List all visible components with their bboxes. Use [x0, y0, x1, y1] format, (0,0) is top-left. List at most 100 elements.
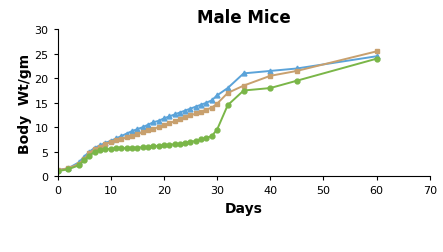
- †† Control: [294, 68, 299, 71]
- †† Control: [193, 106, 198, 109]
- Line: †† Control: †† Control: [55, 55, 379, 173]
- † ho: [119, 138, 124, 141]
- hoho: [82, 159, 87, 162]
- hoho: [151, 145, 156, 148]
- †† Control: [87, 150, 92, 153]
- hoho: [103, 148, 108, 151]
- Y-axis label: Body  Wt/gm: Body Wt/gm: [18, 53, 31, 153]
- † ho: [151, 128, 156, 131]
- †† Control: [124, 133, 129, 136]
- †† Control: [177, 112, 183, 115]
- hoho: [177, 143, 183, 146]
- hoho: [188, 141, 193, 144]
- †† Control: [156, 120, 161, 123]
- Line: † ho: † ho: [55, 50, 379, 173]
- †† Control: [113, 137, 119, 140]
- †† Control: [214, 94, 220, 98]
- †† Control: [129, 130, 135, 133]
- † ho: [209, 107, 214, 110]
- †† Control: [119, 135, 124, 138]
- †† Control: [161, 117, 167, 120]
- †† Control: [92, 147, 97, 150]
- †† Control: [108, 140, 113, 143]
- hoho: [172, 143, 177, 146]
- †† Control: [167, 115, 172, 118]
- hoho: [294, 80, 299, 83]
- Line: hoho: hoho: [55, 57, 379, 174]
- hoho: [241, 90, 246, 93]
- † ho: [225, 92, 230, 95]
- † ho: [241, 85, 246, 88]
- †† Control: [103, 142, 108, 145]
- hoho: [140, 146, 145, 149]
- hoho: [183, 142, 188, 145]
- † ho: [294, 70, 299, 73]
- †† Control: [145, 124, 151, 127]
- † ho: [82, 158, 87, 161]
- hoho: [108, 148, 113, 151]
- † ho: [156, 126, 161, 129]
- †† Control: [135, 128, 140, 131]
- hoho: [214, 129, 220, 132]
- † ho: [129, 135, 135, 138]
- †† Control: [209, 99, 214, 102]
- † ho: [103, 143, 108, 146]
- hoho: [97, 149, 103, 152]
- hoho: [161, 144, 167, 147]
- †† Control: [188, 108, 193, 111]
- †† Control: [151, 121, 156, 124]
- † ho: [374, 51, 379, 54]
- hoho: [204, 137, 209, 140]
- hoho: [124, 147, 129, 150]
- † ho: [140, 131, 145, 134]
- †† Control: [204, 102, 209, 105]
- † ho: [124, 136, 129, 139]
- †† Control: [374, 55, 379, 58]
- † ho: [193, 113, 198, 116]
- Title: Male Mice: Male Mice: [197, 9, 291, 27]
- hoho: [119, 147, 124, 150]
- hoho: [156, 145, 161, 148]
- † ho: [167, 122, 172, 125]
- †† Control: [241, 73, 246, 76]
- †† Control: [82, 155, 87, 159]
- † ho: [135, 133, 140, 136]
- † ho: [87, 151, 92, 154]
- † ho: [198, 111, 204, 114]
- † ho: [113, 139, 119, 142]
- hoho: [135, 147, 140, 150]
- † ho: [188, 114, 193, 117]
- †† Control: [198, 104, 204, 107]
- † ho: [183, 116, 188, 119]
- † ho: [204, 109, 209, 112]
- † ho: [145, 129, 151, 132]
- †† Control: [55, 169, 60, 172]
- hoho: [193, 140, 198, 143]
- hoho: [145, 146, 151, 149]
- † ho: [97, 146, 103, 149]
- X-axis label: Days: Days: [225, 201, 263, 215]
- †† Control: [225, 87, 230, 90]
- †† Control: [268, 70, 273, 73]
- hoho: [87, 154, 92, 158]
- hoho: [167, 144, 172, 147]
- † ho: [214, 103, 220, 106]
- hoho: [374, 58, 379, 61]
- hoho: [209, 135, 214, 138]
- hoho: [92, 150, 97, 153]
- † ho: [55, 169, 60, 172]
- † ho: [92, 148, 97, 151]
- hoho: [76, 164, 82, 167]
- hoho: [225, 104, 230, 107]
- hoho: [113, 147, 119, 150]
- hoho: [268, 87, 273, 90]
- † ho: [268, 75, 273, 78]
- †† Control: [172, 113, 177, 116]
- hoho: [55, 170, 60, 173]
- hoho: [129, 147, 135, 150]
- †† Control: [97, 144, 103, 147]
- †† Control: [183, 110, 188, 113]
- † ho: [177, 118, 183, 121]
- † ho: [108, 141, 113, 144]
- † ho: [161, 124, 167, 127]
